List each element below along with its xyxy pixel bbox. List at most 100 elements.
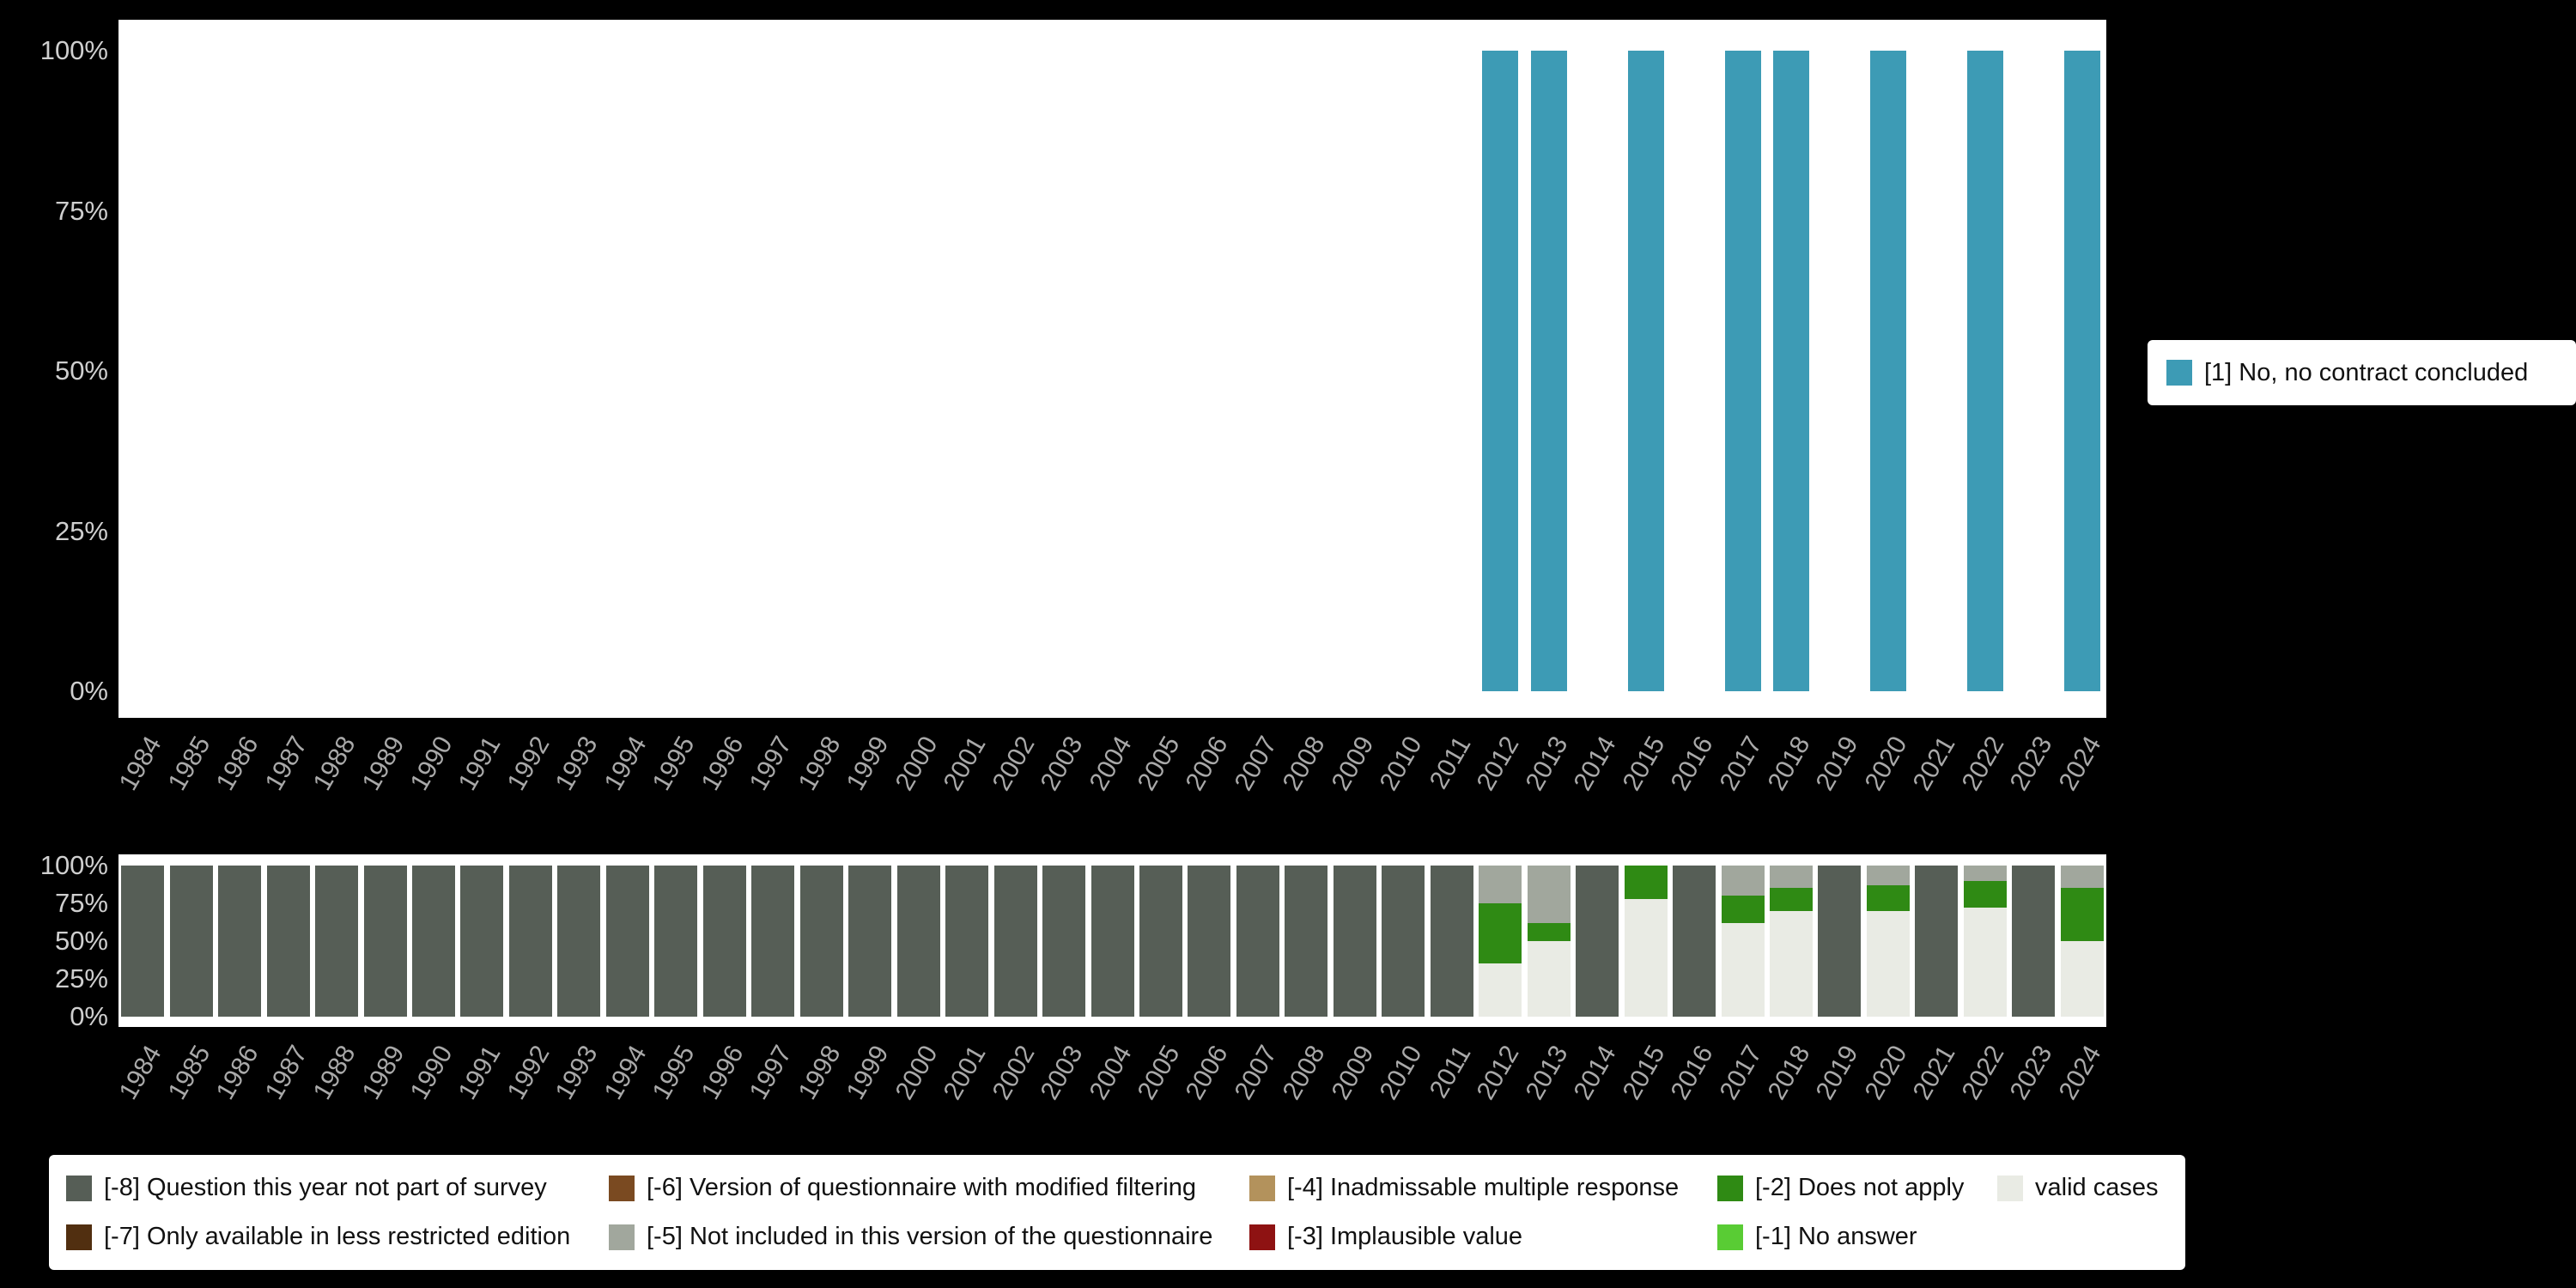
missings-bar-segment[interactable] xyxy=(945,866,989,1017)
answers-bar-segment[interactable] xyxy=(1724,51,1761,691)
missings-bar-segment[interactable] xyxy=(1527,866,1571,923)
answers-bar-segment[interactable] xyxy=(2063,51,2100,691)
legend-item: [-8] Question this year not part of surv… xyxy=(66,1174,609,1202)
missings-bar-segment[interactable] xyxy=(1866,866,1910,885)
missings-bar-segment[interactable] xyxy=(1091,866,1134,1017)
missings-bar-segment[interactable] xyxy=(2012,866,2056,1017)
x-axis-tick-label: 2005 xyxy=(1132,1041,1186,1105)
missings-bar-segment[interactable] xyxy=(1866,884,1910,911)
missings-bar-segment[interactable] xyxy=(1333,866,1376,1017)
missings-bar-segment[interactable] xyxy=(751,866,795,1017)
answers-bar-segment[interactable] xyxy=(1772,51,1809,691)
missings-bar-segment[interactable] xyxy=(1866,910,1910,1017)
missings-bar-segment[interactable] xyxy=(848,866,892,1017)
x-axis-tick-label: 1999 xyxy=(841,732,895,796)
answers-bar-segment[interactable] xyxy=(1869,51,1906,691)
missings-bar-segment[interactable] xyxy=(121,866,165,1017)
missings-bar-segment[interactable] xyxy=(1527,941,1571,1017)
missings-bar-segment[interactable] xyxy=(1527,922,1571,941)
answers-chart-panel xyxy=(118,20,2106,718)
missings-bar-segment[interactable] xyxy=(799,866,843,1017)
missings-bar-segment[interactable] xyxy=(1963,908,2007,1017)
missings-bar-segment[interactable] xyxy=(1236,866,1279,1017)
missings-bar-segment[interactable] xyxy=(1479,903,1522,964)
x-axis-tick-label: 1996 xyxy=(696,732,750,796)
x-axis-tick-label: 2022 xyxy=(1956,732,2010,796)
legend-label: [-6] Version of questionnaire with modif… xyxy=(647,1174,1196,1201)
x-axis-tick-label: 2019 xyxy=(1811,1041,1865,1105)
answers-bar-segment[interactable] xyxy=(1966,51,2003,691)
missings-bar-segment[interactable] xyxy=(1769,888,1813,911)
missings-bar-segment[interactable] xyxy=(1479,963,1522,1017)
missings-bar-segment[interactable] xyxy=(412,866,455,1017)
missings-bar-segment[interactable] xyxy=(315,866,359,1017)
answers-bar-segment[interactable] xyxy=(1530,51,1567,691)
missings-bar-segment[interactable] xyxy=(1042,866,1086,1017)
missings-bar-segment[interactable] xyxy=(460,866,504,1017)
missings-bar-segment[interactable] xyxy=(1818,866,1862,1017)
x-axis-tick-label: 2002 xyxy=(987,732,1041,796)
legend-item: [-4] Inadmissable multiple response xyxy=(1249,1174,1717,1202)
x-axis-tick-label: 2023 xyxy=(2004,1041,2058,1105)
missings-bar-segment[interactable] xyxy=(508,866,552,1017)
x-axis-tick-label: 1997 xyxy=(744,732,798,796)
missings-bar-segment[interactable] xyxy=(1721,896,1765,923)
x-axis-tick-label: 1993 xyxy=(550,1041,604,1105)
missings-bar-segment[interactable] xyxy=(169,866,213,1017)
missings-bar-segment[interactable] xyxy=(2060,888,2104,941)
missings-bar-segment[interactable] xyxy=(1285,866,1328,1017)
x-axis-tick-label: 2005 xyxy=(1132,732,1186,796)
legend-swatch xyxy=(66,1175,92,1201)
answers-bar-segment[interactable] xyxy=(1482,51,1519,691)
missings-bar-segment[interactable] xyxy=(702,866,746,1017)
missings-bar-segment[interactable] xyxy=(557,866,601,1017)
missings-bar-segment[interactable] xyxy=(1963,880,2007,908)
missings-bar-segment[interactable] xyxy=(1721,866,1765,896)
missings-bar-segment[interactable] xyxy=(1479,866,1522,903)
missings-bar-segment[interactable] xyxy=(218,866,262,1017)
x-axis-tick-label: 2001 xyxy=(938,732,992,796)
legend-item: [-2] Does not apply xyxy=(1717,1174,1997,1202)
x-axis-tick-label: 1987 xyxy=(259,732,313,796)
y-axis-tick-label: 100% xyxy=(39,850,108,880)
missings-bar-segment[interactable] xyxy=(1769,910,1813,1017)
missings-bar-segment[interactable] xyxy=(1188,866,1231,1017)
missings-bar-segment[interactable] xyxy=(654,866,698,1017)
missings-bar-segment[interactable] xyxy=(896,866,940,1017)
y-axis-tick-label: 25% xyxy=(54,515,108,546)
missings-bar-segment[interactable] xyxy=(2060,941,2104,1017)
answers-bar-segment[interactable] xyxy=(1627,51,1664,691)
missings-bar-segment[interactable] xyxy=(1769,866,1813,889)
missings-bar-segment[interactable] xyxy=(1624,898,1668,1017)
x-axis-tick-label: 2016 xyxy=(1665,1041,1719,1105)
missings-bar-segment[interactable] xyxy=(1382,866,1425,1017)
x-axis-tick-label: 2002 xyxy=(987,1041,1041,1105)
missings-bar-segment[interactable] xyxy=(993,866,1037,1017)
legend-label: [-3] Implausible value xyxy=(1287,1223,1523,1250)
missings-bar-segment[interactable] xyxy=(1430,866,1473,1017)
missings-bar-segment[interactable] xyxy=(1624,866,1668,899)
x-axis-tick-label: 1986 xyxy=(210,1041,264,1105)
answers-legend: [1] No, no contract concluded xyxy=(2148,340,2576,405)
missings-bar-segment[interactable] xyxy=(1673,866,1716,1017)
missings-bar-segment[interactable] xyxy=(1721,922,1765,1017)
x-axis-tick-label: 2015 xyxy=(1617,1041,1671,1105)
x-axis-tick-label: 2007 xyxy=(1229,1041,1283,1105)
x-axis-tick-label: 2011 xyxy=(1424,1041,1477,1103)
missings-bar-segment[interactable] xyxy=(266,866,310,1017)
missings-bar-segment[interactable] xyxy=(2060,866,2104,889)
x-axis-tick-label: 1991 xyxy=(453,1041,507,1105)
legend-item: [-7] Only available in less restricted e… xyxy=(66,1223,609,1251)
legend-swatch xyxy=(2166,360,2192,386)
missings-bar-segment[interactable] xyxy=(1915,866,1959,1017)
missings-bar-segment[interactable] xyxy=(363,866,407,1017)
missings-bar-segment[interactable] xyxy=(605,866,649,1017)
y-axis-tick-label: 25% xyxy=(54,963,108,993)
legend-item: [1] No, no contract concluded xyxy=(2166,359,2528,387)
missings-bar-segment[interactable] xyxy=(1963,866,2007,881)
y-axis-tick-label: 0% xyxy=(70,676,108,706)
missings-bar-segment[interactable] xyxy=(1139,866,1182,1017)
x-axis-tick-label: 2024 xyxy=(2053,732,2107,796)
x-axis-tick-label: 1990 xyxy=(404,1041,459,1105)
missings-bar-segment[interactable] xyxy=(1576,866,1619,1017)
